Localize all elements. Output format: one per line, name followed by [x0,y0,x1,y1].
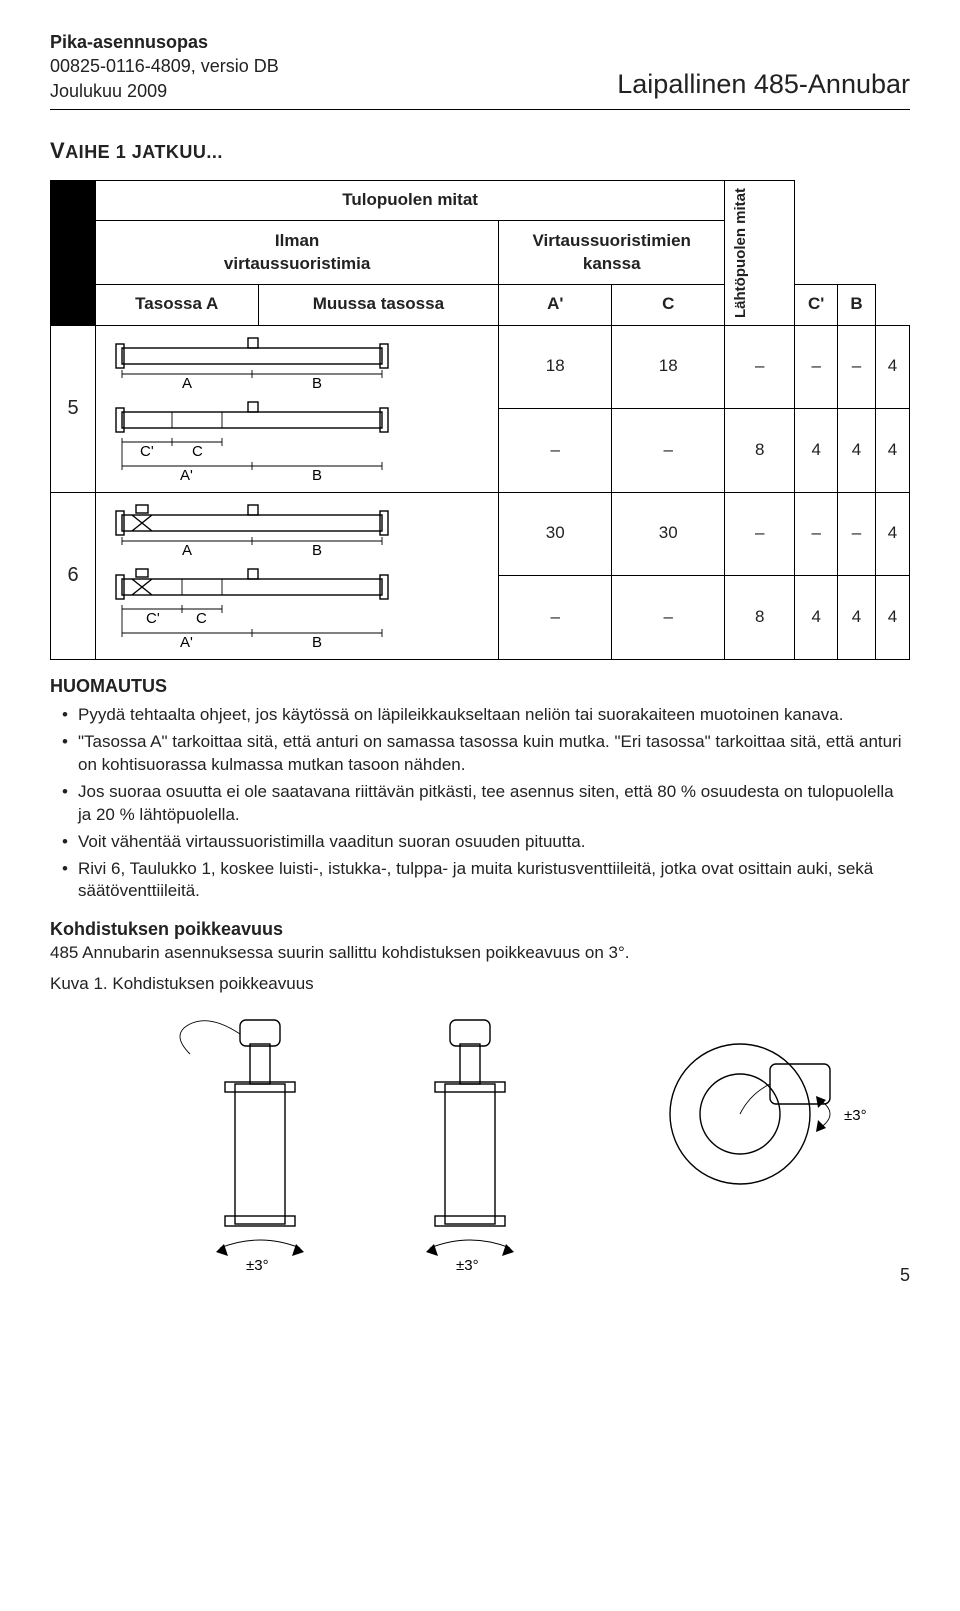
cell: – [499,409,612,493]
cell: 4 [838,576,876,660]
table-corner-blank [51,180,96,325]
cell: – [612,409,725,493]
cell: 8 [725,576,795,660]
row5-label: 5 [51,325,96,492]
section-title-rest: AIHE 1 JATKUU... [65,142,223,162]
col-in-plane: Tasossa A [96,285,259,325]
cell: 18 [612,325,725,409]
col-no-straightener: Ilman virtaussuoristimia [96,220,499,285]
col-outlet: Lähtöpuolen mitat [725,180,795,325]
cell: 4 [838,409,876,493]
pipe-diagram-icon: A B C' C A' B [102,334,402,484]
cell: – [725,492,795,576]
doc-reference: 00825-0116-4809, versio DB [50,54,279,78]
figure-caption: Kuva 1. Kohdistuksen poikkeavuus [50,973,910,996]
cell: 4 [875,492,909,576]
col-c: C [612,285,725,325]
row6-label: 6 [51,492,96,659]
svg-text:±3°: ±3° [456,1257,479,1274]
cell: – [612,576,725,660]
cell: – [795,325,838,409]
txt: Ilman [275,231,319,250]
svg-text:±3°: ±3° [246,1257,269,1274]
alignment-deviation-icon: ±3° ±3° ±3° [50,1004,910,1274]
svg-text:A: A [182,375,192,392]
cell: 18 [499,325,612,409]
deviation-text: 485 Annubarin asennuksessa suurin sallit… [50,942,910,965]
txt: Virtaussuoristimien [533,231,691,250]
note-item: "Tasossa A" tarkoittaa sitä, että anturi… [62,731,910,777]
section-title: VAIHE 1 JATKUU... [50,136,910,166]
cell: – [725,325,795,409]
svg-text:B: B [312,542,322,559]
svg-text:C: C [196,610,207,627]
cell: 8 [725,409,795,493]
svg-text:C': C' [140,443,154,460]
svg-text:B: B [312,634,322,651]
cell: – [499,576,612,660]
svg-text:B: B [312,467,322,484]
svg-text:±3°: ±3° [844,1107,867,1124]
row5-diagram: A B C' C A' B [96,325,499,492]
note-item: Jos suoraa osuutta ei ole saatavana riit… [62,781,910,827]
col-b: B [838,285,876,325]
svg-text:C': C' [146,610,160,627]
col-with-straightener: Virtaussuoristimien kanssa [499,220,725,285]
svg-text:A': A' [180,467,193,484]
svg-text:C: C [192,443,203,460]
col-outlet-label: Lähtöpuolen mitat [733,188,750,318]
guide-title: Pika-asennusopas [50,30,279,54]
col-aprime: A' [499,285,612,325]
section-title-prefix: V [50,138,65,163]
cell: 4 [795,576,838,660]
col-out-plane: Muussa tasossa [258,285,499,325]
cell: 4 [795,409,838,493]
svg-text:B: B [312,375,322,392]
cell: – [795,492,838,576]
note-item: Pyydä tehtaalta ohjeet, jos käytössä on … [62,704,910,727]
note-item: Voit vähentää virtaussuoristimilla vaadi… [62,831,910,854]
note-item: Rivi 6, Taulukko 1, koskee luisti-, istu… [62,858,910,904]
cell: – [838,492,876,576]
page-number: 5 [900,1263,910,1287]
deviation-heading: Kohdistuksen poikkeavuus [50,917,910,941]
notes-list: Pyydä tehtaalta ohjeet, jos käytössä on … [50,704,910,904]
txt: kanssa [583,254,641,273]
cell: 30 [612,492,725,576]
svg-text:A: A [182,542,192,559]
cell: 4 [875,409,909,493]
dimension-table: Tulopuolen mitat Lähtöpuolen mitat Ilman… [50,180,910,660]
notes-title: HUOMAUTUS [50,674,910,698]
cell: 4 [875,325,909,409]
cell: 30 [499,492,612,576]
doc-date: Joulukuu 2009 [50,79,279,103]
product-name: Laipallinen 485-Annubar [617,66,910,102]
cell: 4 [875,576,909,660]
row6-diagram: A B C' C A' B [96,492,499,659]
figure-1: ±3° ±3° ±3° 5 [50,1004,910,1284]
txt: virtaussuoristimia [224,254,370,273]
svg-text:A': A' [180,634,193,651]
pipe-diagram-icon: A B C' C A' B [102,501,402,651]
col-inlet-group: Tulopuolen mitat [96,180,725,220]
page-header: Pika-asennusopas 00825-0116-4809, versio… [50,30,910,110]
col-cprime: C' [795,285,838,325]
cell: – [838,325,876,409]
